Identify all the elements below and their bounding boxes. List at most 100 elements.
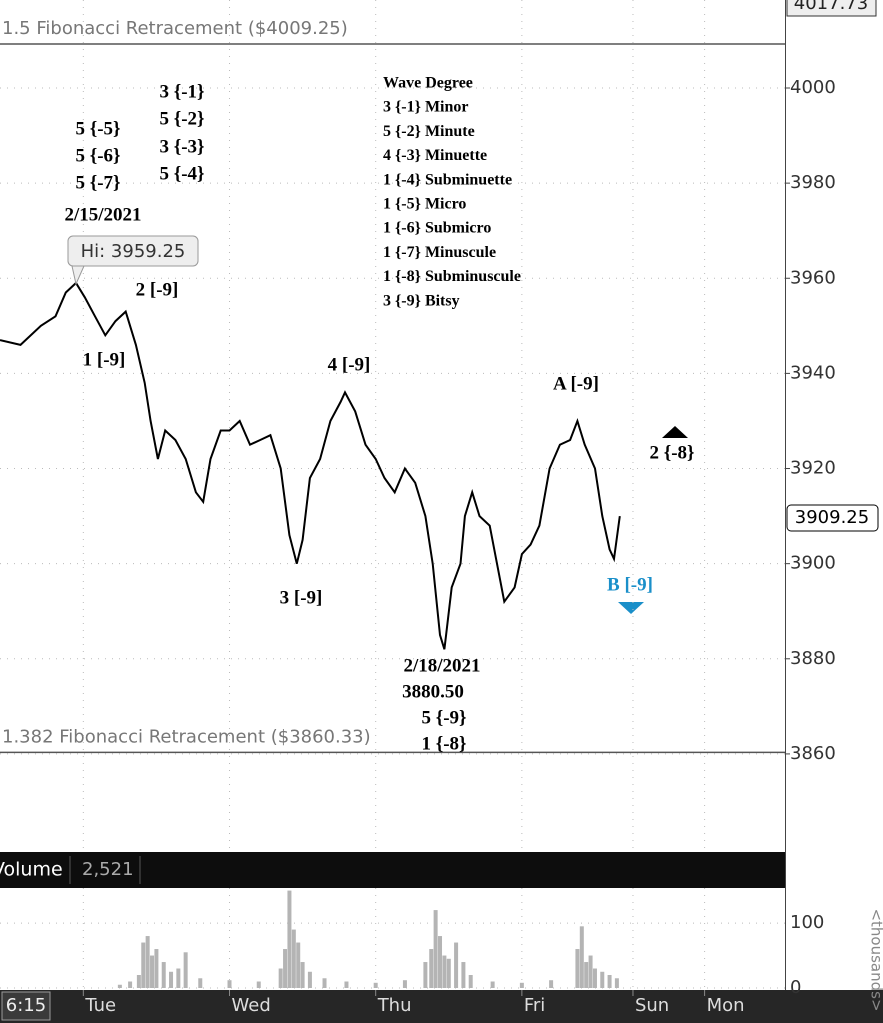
volume-bar bbox=[307, 971, 312, 988]
down-arrow bbox=[618, 602, 644, 614]
price-line bbox=[0, 281, 621, 650]
volume-bar bbox=[575, 949, 580, 988]
last-price: 3909.25 bbox=[795, 507, 869, 528]
volume-bar bbox=[433, 910, 438, 988]
volume-bar bbox=[461, 962, 466, 988]
volume-header bbox=[0, 852, 785, 888]
legend-entry: 1 {-5} Micro bbox=[383, 195, 466, 212]
wave-label: 5 {-7} bbox=[75, 172, 120, 193]
legend-entry: 5 {-2} Minute bbox=[383, 123, 475, 140]
y-tick-label: 4000 bbox=[790, 77, 836, 98]
time-label: 6:15 bbox=[6, 995, 46, 1016]
wave-label: 1 [-9] bbox=[83, 349, 126, 370]
volume-bar bbox=[592, 968, 597, 988]
volume-bar bbox=[198, 978, 203, 988]
wave-label: 2/15/2021 bbox=[64, 204, 141, 225]
volume-bar bbox=[600, 971, 605, 988]
wave-label: 2/18/2021 bbox=[403, 655, 480, 676]
wave-label: 2 {-8} bbox=[649, 442, 694, 463]
volume-bar bbox=[614, 978, 619, 988]
volume-bar bbox=[278, 968, 283, 988]
volume-bar bbox=[584, 962, 589, 988]
wave-label: 3 {-3} bbox=[159, 136, 204, 157]
x-tick-label: Fri bbox=[524, 995, 545, 1016]
high-label: Hi: 3959.25 bbox=[81, 241, 186, 262]
volume-bar bbox=[549, 980, 554, 988]
fib-label: 1.382 Fibonacci Retracement ($3860.33) bbox=[2, 726, 371, 747]
volume-bar bbox=[402, 980, 407, 988]
volume-bar bbox=[117, 984, 122, 988]
volume-bar bbox=[519, 982, 524, 988]
legend-entry: 1 {-6} Submicro bbox=[383, 220, 491, 237]
legend-entry: 1 {-4} Subminuette bbox=[383, 171, 512, 188]
volume-bar bbox=[490, 981, 495, 988]
top-price-badge bbox=[786, 0, 877, 17]
legend-entry: 3 {-1} Minor bbox=[383, 99, 468, 116]
top-price: 4017.73 bbox=[794, 0, 868, 14]
y-tick-label: 100 bbox=[790, 912, 824, 933]
volume-bar bbox=[429, 949, 434, 988]
wave-label: 1 {-8} bbox=[421, 733, 466, 754]
x-tick-label: Tue bbox=[84, 995, 116, 1016]
legend-entry: 1 {-7} Minuscule bbox=[383, 244, 496, 261]
volume-title: Volume bbox=[0, 859, 63, 881]
volume-bar bbox=[291, 929, 296, 988]
wave-label: 2 [-9] bbox=[136, 279, 179, 300]
wave-label: 5 {-5} bbox=[75, 118, 120, 139]
y-tick-label: 3960 bbox=[790, 267, 836, 288]
volume-bar bbox=[256, 981, 261, 988]
volume-bar bbox=[136, 975, 141, 988]
volume-bar bbox=[150, 955, 155, 988]
volume-bar bbox=[373, 982, 378, 988]
y-tick-label: 3880 bbox=[790, 648, 836, 669]
y-tick-label: 0 bbox=[790, 977, 801, 998]
volume-bar bbox=[145, 936, 150, 988]
volume-bar bbox=[161, 962, 166, 988]
volume-bar bbox=[322, 978, 327, 988]
legend-entry: 3 {-9} Bitsy bbox=[383, 292, 460, 309]
callout-box bbox=[67, 235, 199, 267]
volume-bar bbox=[183, 952, 188, 988]
volume-bar bbox=[283, 949, 288, 988]
up-arrow bbox=[662, 426, 688, 438]
volume-bar bbox=[176, 968, 181, 988]
volume-bar bbox=[607, 975, 612, 988]
y-tick-label: 3940 bbox=[790, 362, 836, 383]
x-tick-label: Wed bbox=[232, 995, 271, 1016]
volume-bar bbox=[344, 981, 349, 988]
volume-units: <thousands> bbox=[868, 908, 883, 1011]
volume-bar bbox=[454, 942, 459, 988]
wave-label: 5 {-6} bbox=[75, 145, 120, 166]
fib-label: 1.5 Fibonacci Retracement ($4009.25) bbox=[2, 18, 348, 39]
legend-entry: 1 {-8} Subminuscule bbox=[383, 268, 521, 285]
x-tick-label: Sun bbox=[635, 995, 669, 1016]
wave-label: 5 {-4} bbox=[159, 163, 204, 184]
volume-bar bbox=[296, 942, 301, 988]
volume-bar bbox=[227, 980, 232, 988]
y-tick-label: 3860 bbox=[790, 743, 836, 764]
volume-bar bbox=[468, 975, 473, 988]
wave-label: 3 [-9] bbox=[280, 587, 323, 608]
volume-bar bbox=[169, 971, 174, 988]
volume-bar bbox=[423, 962, 428, 988]
y-tick-label: 3980 bbox=[790, 172, 836, 193]
wave-label: B [-9] bbox=[607, 574, 653, 595]
x-axis-bar bbox=[0, 990, 883, 1023]
wave-label: 3880.50 bbox=[402, 681, 464, 702]
x-tick-label: Mon bbox=[707, 995, 745, 1016]
volume-bar bbox=[128, 981, 133, 988]
volume-bar bbox=[287, 890, 292, 988]
volume-bar bbox=[442, 955, 447, 988]
volume-bar bbox=[579, 926, 584, 988]
last-price-badge bbox=[786, 504, 879, 532]
legend-title: Wave Degree bbox=[383, 75, 473, 92]
volume-bar bbox=[141, 942, 146, 988]
time-box bbox=[1, 991, 51, 1021]
volume-bar bbox=[446, 958, 451, 988]
wave-label: 4 [-9] bbox=[328, 354, 371, 375]
legend-entry: 4 {-3} Minuette bbox=[383, 147, 487, 164]
wave-label: 5 {-9} bbox=[421, 707, 466, 728]
y-tick-label: 3920 bbox=[790, 458, 836, 479]
volume-bar bbox=[300, 962, 305, 988]
